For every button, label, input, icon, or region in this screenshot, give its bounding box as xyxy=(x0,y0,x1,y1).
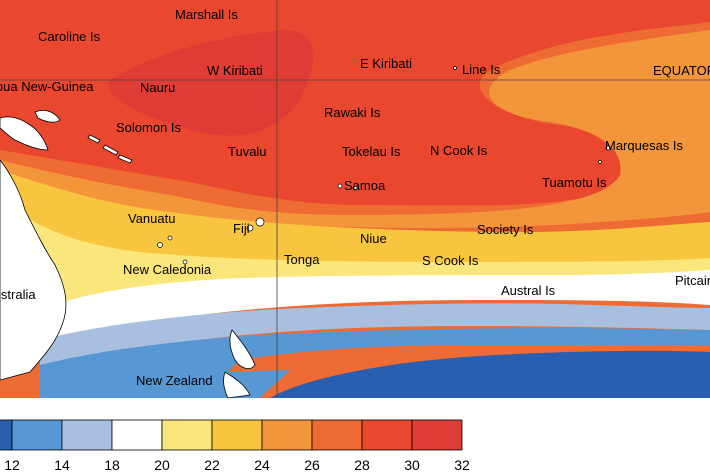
label-equator: EQUATOR xyxy=(653,63,710,78)
legend-swatch xyxy=(61,419,113,451)
legend-tick-label: 26 xyxy=(304,457,320,473)
label-vanuatu: Vanuatu xyxy=(128,211,175,226)
label-tokelau: Tokelau Is xyxy=(342,144,401,159)
label-caroline: Caroline Is xyxy=(38,29,101,44)
legend-tick-label: 30 xyxy=(404,457,420,473)
island-specks xyxy=(157,66,611,265)
solomon-islands xyxy=(87,134,133,164)
legend-tick-label: 28 xyxy=(354,457,370,473)
label-line: Line Is xyxy=(462,62,501,77)
label-new-caledonia: New Caledonia xyxy=(123,262,212,277)
legend-tick-label: 22 xyxy=(204,457,220,473)
band-32-plus xyxy=(108,29,314,136)
legend-swatch xyxy=(411,419,463,451)
legend-swatch xyxy=(0,419,13,451)
band-12-14 xyxy=(270,350,710,398)
label-austral: Austral Is xyxy=(501,283,556,298)
label-samoa: Samoa xyxy=(344,178,386,193)
legend-swatch xyxy=(311,419,363,451)
legend-swatch xyxy=(161,419,213,451)
label-e-kiribati: E Kiribati xyxy=(360,56,412,71)
label-australia: Australia xyxy=(0,287,36,302)
band-20-22 xyxy=(40,270,710,340)
legend-tick-label: 12 xyxy=(4,457,20,473)
label-nauru: Nauru xyxy=(140,80,175,95)
band-26-28-east xyxy=(0,30,710,228)
label-tonga: Tonga xyxy=(284,252,320,267)
legend-tick-label: 18 xyxy=(104,457,120,473)
band-18-20 xyxy=(40,303,710,365)
band-22-24 xyxy=(0,200,710,320)
label-fiji: Fiji xyxy=(233,221,250,236)
band-24-26 xyxy=(0,170,710,262)
label-marquesas: Marquesas Is xyxy=(605,138,684,153)
label-tuamotu: Tuamotu Is xyxy=(542,175,607,190)
legend-tick-label: 32 xyxy=(454,457,470,473)
label-s-cook: S Cook Is xyxy=(422,253,479,268)
legend-tick-label: 14 xyxy=(54,457,70,473)
label-tuvalu: Tuvalu xyxy=(228,144,267,159)
label-niue: Niue xyxy=(360,231,387,246)
label-solomon: Solomon Is xyxy=(116,120,182,135)
label-society: Society Is xyxy=(477,222,534,237)
label-new-zealand: New Zealand xyxy=(136,373,213,388)
new-britain-island xyxy=(34,110,61,123)
legend-swatch xyxy=(211,419,263,451)
label-rawaki: Rawaki Is xyxy=(324,105,381,120)
label-png: Papua New-Guinea xyxy=(0,79,94,94)
label-pitcairn: Pitcairn xyxy=(675,273,710,288)
new-zealand-landmass xyxy=(223,329,256,399)
label-w-kiribati: W Kiribati xyxy=(207,63,263,78)
legend-swatch xyxy=(361,419,413,451)
label-marshall: Marshall Is xyxy=(175,7,238,22)
temperature-legend: 12 14 18 20 22 24 26 28 30 32 xyxy=(0,419,470,473)
legend-swatch xyxy=(11,419,63,451)
legend-swatch xyxy=(111,419,163,451)
new-guinea-landmass xyxy=(0,116,49,151)
legend-swatch xyxy=(261,419,313,451)
label-n-cook: N Cook Is xyxy=(430,143,488,158)
legend-tick-label: 24 xyxy=(254,457,270,473)
legend-tick-label: 20 xyxy=(154,457,170,473)
australia-landmass xyxy=(0,159,67,381)
